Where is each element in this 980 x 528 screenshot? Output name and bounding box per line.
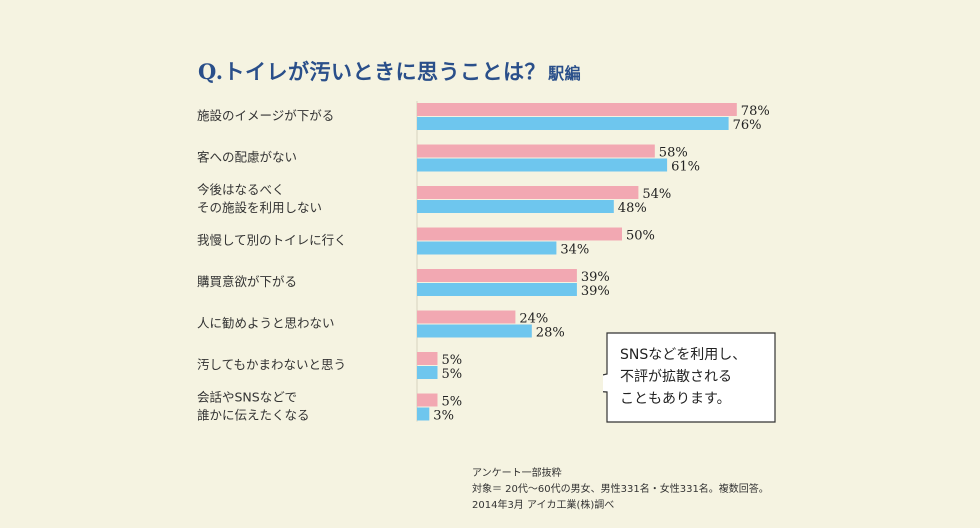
chart-title-sub: 駅編 [548, 64, 582, 83]
bars-group: 78%76%58%61%54%48%50%34%39%39%24%28%5%5%… [417, 103, 770, 424]
value-label: 5% [442, 353, 463, 368]
value-label: 76% [733, 118, 762, 133]
bar-pink [417, 352, 438, 365]
value-label: 50% [626, 229, 655, 244]
bar-blue [417, 324, 532, 338]
value-label: 28% [536, 326, 565, 341]
category-label: 施設のイメージが下がる [197, 108, 334, 123]
bar-pink [417, 144, 655, 158]
value-label: 39% [581, 270, 610, 285]
bar-blue [417, 407, 430, 421]
bar-blue [417, 117, 729, 130]
callout-text: SNSなどを利用し、 不評が拡散される こともあります。 [620, 344, 770, 410]
category-label: 会話やSNSなどで誰かに伝えたくなる [197, 390, 310, 423]
value-label: 39% [581, 284, 610, 299]
category-label: 人に勧めようと思わない [197, 316, 335, 331]
footnote-line: アンケート一部抜粋 [472, 468, 562, 479]
value-label: 48% [618, 201, 647, 216]
value-label: 24% [519, 312, 548, 327]
value-label: 78% [741, 104, 770, 119]
bar-blue [417, 158, 668, 172]
bar-pink [417, 269, 577, 282]
chart-title: Q.トイレが汚いときに思うことは？ 駅編 [198, 56, 581, 86]
bar-pink [417, 310, 516, 324]
value-label: 58% [659, 146, 688, 161]
value-label: 34% [560, 243, 589, 258]
bar-blue [417, 283, 577, 296]
value-label: 54% [642, 187, 671, 202]
category-labels-group: 施設のイメージが下がる客への配慮がない今後はなるべくその施設を利用しない我慢して… [197, 108, 347, 423]
callout-bubble [603, 332, 776, 423]
category-label: 購買意欲が下がる [197, 274, 297, 289]
callout-line: 不評が拡散される [620, 369, 732, 385]
category-label: 今後はなるべくその施設を利用しない [197, 182, 322, 215]
category-label: 客への配慮がない [197, 150, 297, 165]
callout-line: SNSなどを利用し、 [620, 347, 747, 363]
value-label: 5% [442, 395, 463, 410]
bar-blue [417, 200, 614, 213]
value-label: 61% [671, 160, 700, 175]
category-label: 我慢して別のトイレに行く [197, 233, 347, 248]
footnote: アンケート一部抜粋 対象＝ 20代～60代の男女、男性331名・女性331名。複… [472, 466, 769, 514]
bar-pink [417, 186, 639, 199]
footnote-line: 対象＝ 20代～60代の男女、男性331名・女性331名。複数回答。 [472, 484, 769, 495]
value-label: 5% [442, 367, 463, 382]
category-label: 汚してもかまわないと思う [197, 357, 346, 372]
bar-blue [417, 241, 557, 255]
chart-title-main: Q.トイレが汚いときに思うことは？ [198, 59, 547, 84]
bar-pink [417, 227, 622, 241]
callout-line: こともあります。 [620, 391, 731, 407]
bar-pink [417, 103, 737, 116]
value-label: 3% [433, 409, 454, 424]
footnote-line: 2014年3月 アイカ工業(株)調べ [472, 500, 615, 511]
bar-pink [417, 393, 438, 407]
bar-blue [417, 366, 438, 379]
